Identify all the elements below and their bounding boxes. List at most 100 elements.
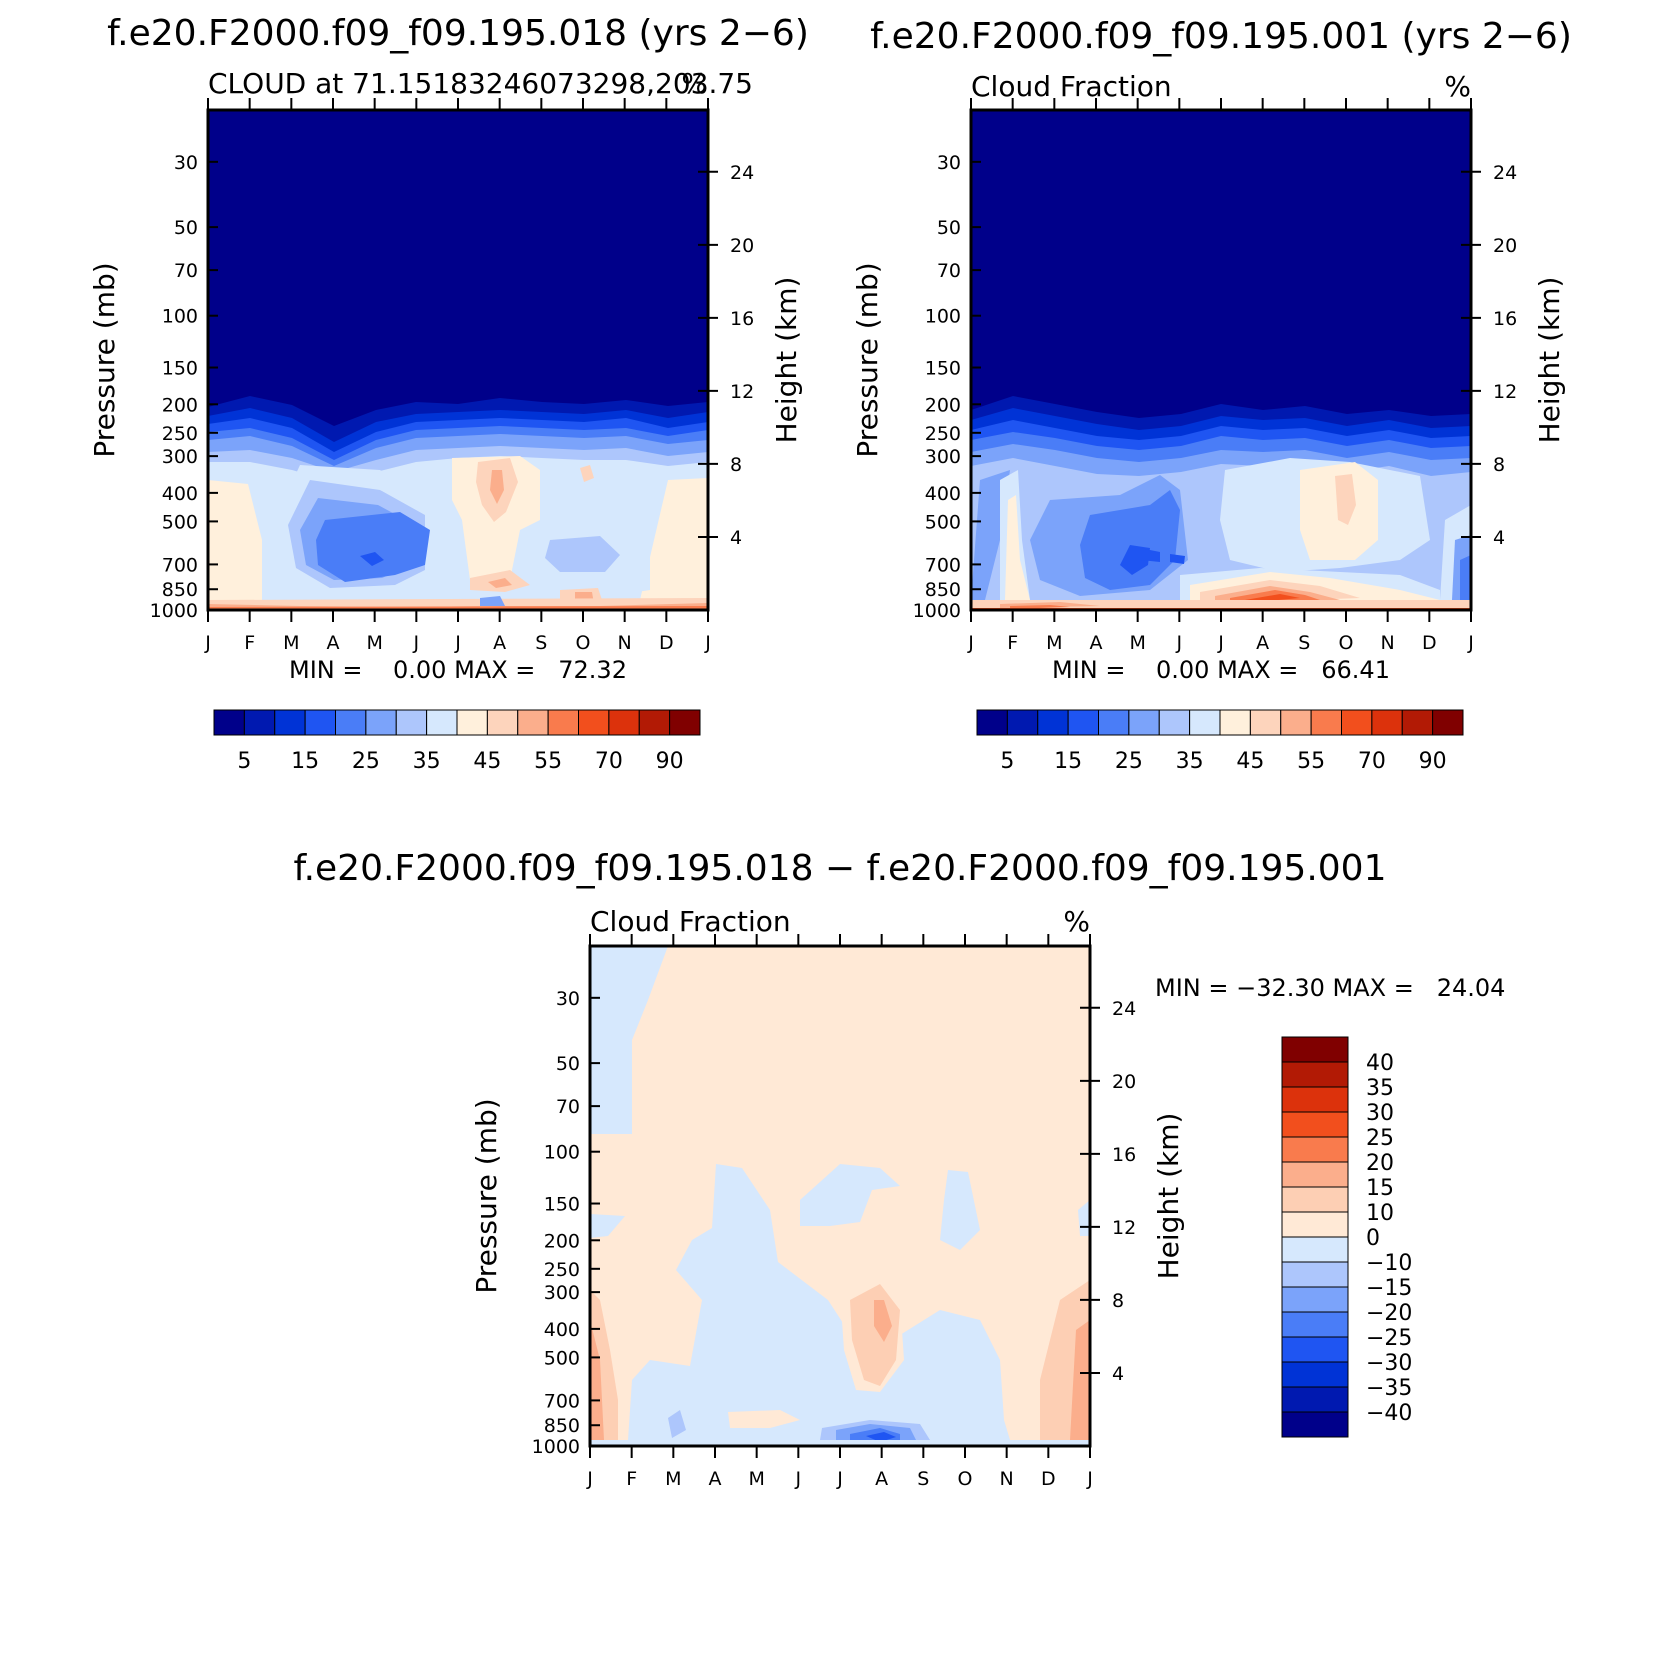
panel-1-band-8 bbox=[208, 478, 708, 610]
panel-1-height-tick-label: 24 bbox=[730, 162, 754, 184]
panel-1-month-label: M bbox=[283, 632, 299, 654]
panel-1-month-label: J bbox=[454, 632, 461, 654]
panel-2-pressure-tick-label: 100 bbox=[925, 306, 961, 328]
panel-1-colorbar: 5 15 25 35 45 55 70 90 bbox=[213, 709, 701, 774]
panel-1-month-label: F bbox=[244, 632, 255, 654]
panel-3-colorbar-swatch bbox=[1281, 1211, 1349, 1238]
panel-3-month-label: J bbox=[586, 1468, 593, 1490]
panel-1-minmax: MIN = 0.00 MAX = 72.32 bbox=[289, 656, 627, 684]
panel-1-month-label: O bbox=[576, 632, 591, 654]
panel-2-colorbar-swatch bbox=[1128, 709, 1160, 736]
panel-2-colorbar-swatch bbox=[1158, 709, 1191, 736]
panel-2-pressure-tick-label: 250 bbox=[925, 423, 961, 445]
panel-1-colorbar-label: 35 bbox=[413, 749, 441, 774]
panel-3-band-3 bbox=[628, 1164, 1010, 1440]
panel-2-month-label: A bbox=[1256, 632, 1269, 654]
panel-1-colorbar-swatch bbox=[517, 709, 549, 736]
panel-1-colorbar-swatch bbox=[669, 709, 701, 736]
panel-3-month-label: M bbox=[748, 1468, 764, 1490]
panel-2-pressure-tick-label: 400 bbox=[925, 483, 961, 505]
panel-3-pressure-tick-label: 250 bbox=[544, 1259, 580, 1281]
panel-1-colorbar-swatch bbox=[426, 709, 458, 736]
panel-3-contour-field bbox=[590, 946, 1090, 1446]
panel-2-colorbar-label: 35 bbox=[1176, 749, 1204, 774]
panel-3-colorbar-swatch bbox=[1281, 1411, 1349, 1438]
panel-1-colorbar-label: 45 bbox=[473, 749, 501, 774]
panel-2-right-label: % bbox=[1444, 70, 1471, 103]
panel-2-colorbar-label: 15 bbox=[1054, 749, 1082, 774]
panel-2-colorbar-label: 5 bbox=[1000, 749, 1014, 774]
panel-2-colorbar-label: 90 bbox=[1419, 749, 1447, 774]
panel-1-height-tick-label: 16 bbox=[730, 308, 754, 330]
panel-3-title: f.e20.F2000.f09_f09.195.018 − f.e20.F200… bbox=[294, 848, 1387, 889]
panel-3-colorbar-swatch bbox=[1281, 1361, 1349, 1388]
panel-1-colorbar-label: 70 bbox=[595, 749, 623, 774]
panel-3-band-8 bbox=[850, 1284, 900, 1386]
panel-3-pressure-tick-label: 300 bbox=[544, 1282, 580, 1304]
panel-3-ylabel-right: Height (km) bbox=[1152, 1113, 1185, 1280]
panel-1-colorbar-label: 15 bbox=[291, 749, 319, 774]
panel-3-month-label: M bbox=[665, 1468, 681, 1490]
panel-1-month-label: D bbox=[659, 632, 674, 654]
panel-3-colorbar-swatch bbox=[1281, 1161, 1349, 1188]
panel-2-contour-field bbox=[971, 110, 1471, 610]
panel-1-pressure-tick-label: 150 bbox=[162, 358, 198, 380]
panel-1-ylabel-left: Pressure (mb) bbox=[88, 262, 121, 457]
panel-3-pressure-tick-label: 30 bbox=[556, 988, 580, 1010]
panel-3-pressure-tick-label: 70 bbox=[556, 1096, 580, 1118]
panel-2-ylabel-left: Pressure (mb) bbox=[851, 262, 884, 457]
panel-1-colorbar-swatch bbox=[608, 709, 640, 736]
panel-1-colorbar-swatch bbox=[578, 709, 610, 736]
panel-3-colorbar-label: 20 bbox=[1366, 1151, 1394, 1176]
panel-1-colorbar-swatch bbox=[456, 709, 488, 736]
panel-1-colorbar-swatch bbox=[547, 709, 579, 736]
panel-3-ylabel-left: Pressure (mb) bbox=[470, 1098, 503, 1293]
panel-1-pressure-tick-label: 500 bbox=[162, 511, 198, 533]
panel-1-blob-8 bbox=[545, 536, 620, 572]
panel-1-colorbar-swatch bbox=[365, 709, 397, 736]
panel-3-height-tick-label: 12 bbox=[1112, 1217, 1136, 1239]
panel-3-band-1 bbox=[590, 946, 668, 1134]
panel-2-colorbar-swatch bbox=[1006, 709, 1039, 736]
panel-2-colorbar: 5 15 25 35 45 55 70 90 bbox=[976, 709, 1464, 774]
panel-2-colorbar-swatch bbox=[1219, 709, 1251, 736]
panel-2: f.e20.F2000.f09_f09.195.001 (yrs 2−6) Cl… bbox=[851, 16, 1572, 774]
panel-1-right-label: % bbox=[681, 67, 708, 100]
panel-2-pressure-tick-label: 850 bbox=[925, 579, 961, 601]
panel-3-colorbar-label: 40 bbox=[1366, 1051, 1394, 1076]
panel-2-colorbar-swatch bbox=[1249, 709, 1282, 736]
panel-3-blob-1 bbox=[728, 1410, 800, 1428]
panel-2-ylabel-right: Height (km) bbox=[1533, 277, 1566, 444]
panel-2-month-label: F bbox=[1007, 632, 1018, 654]
panel-2-month-label: O bbox=[1339, 632, 1354, 654]
panel-1-colorbar-swatch bbox=[213, 709, 245, 736]
panel-1-colorbar-label: 25 bbox=[352, 749, 380, 774]
panel-2-colorbar-label: 45 bbox=[1236, 749, 1264, 774]
panel-2-colorbar-label: 25 bbox=[1115, 749, 1143, 774]
panel-1-blob-10 bbox=[490, 470, 504, 504]
panel-1-month-label: J bbox=[704, 632, 711, 654]
panel-3-colorbar-swatch bbox=[1281, 1311, 1349, 1338]
panel-1: f.e20.F2000.f09_f09.195.018 (yrs 2−6) CL… bbox=[88, 13, 809, 774]
panel-2-height-tick-label: 24 bbox=[1493, 162, 1517, 184]
panel-3-pressure-tick-label: 1000 bbox=[532, 1436, 580, 1458]
panel-2-blob-19 bbox=[971, 600, 1471, 610]
panel-3-colorbar-swatch bbox=[1281, 1061, 1349, 1088]
panel-2-pressure-tick-label: 200 bbox=[925, 394, 961, 416]
panel-3-height-tick-label: 4 bbox=[1112, 1363, 1124, 1385]
panel-1-colorbar-label: 5 bbox=[237, 749, 251, 774]
panel-3-blob-10 bbox=[1070, 1320, 1090, 1440]
panel-2-colorbar-swatch bbox=[976, 709, 1008, 736]
panel-3-colorbar-swatch bbox=[1281, 1386, 1349, 1413]
panel-3-pressure-tick-label: 150 bbox=[544, 1194, 580, 1216]
panel-2-month-label: S bbox=[1298, 632, 1310, 654]
panel-1-blob-19 bbox=[480, 596, 505, 606]
panel-3-colorbar-label: 15 bbox=[1366, 1176, 1394, 1201]
panel-3-left-label: Cloud Fraction bbox=[590, 905, 791, 938]
panel-3-colorbar-swatch bbox=[1281, 1286, 1349, 1313]
panel-3-band-5 bbox=[940, 1170, 980, 1250]
panel-3-height-tick-label: 8 bbox=[1112, 1290, 1124, 1312]
panel-2-month-label: J bbox=[1176, 632, 1183, 654]
